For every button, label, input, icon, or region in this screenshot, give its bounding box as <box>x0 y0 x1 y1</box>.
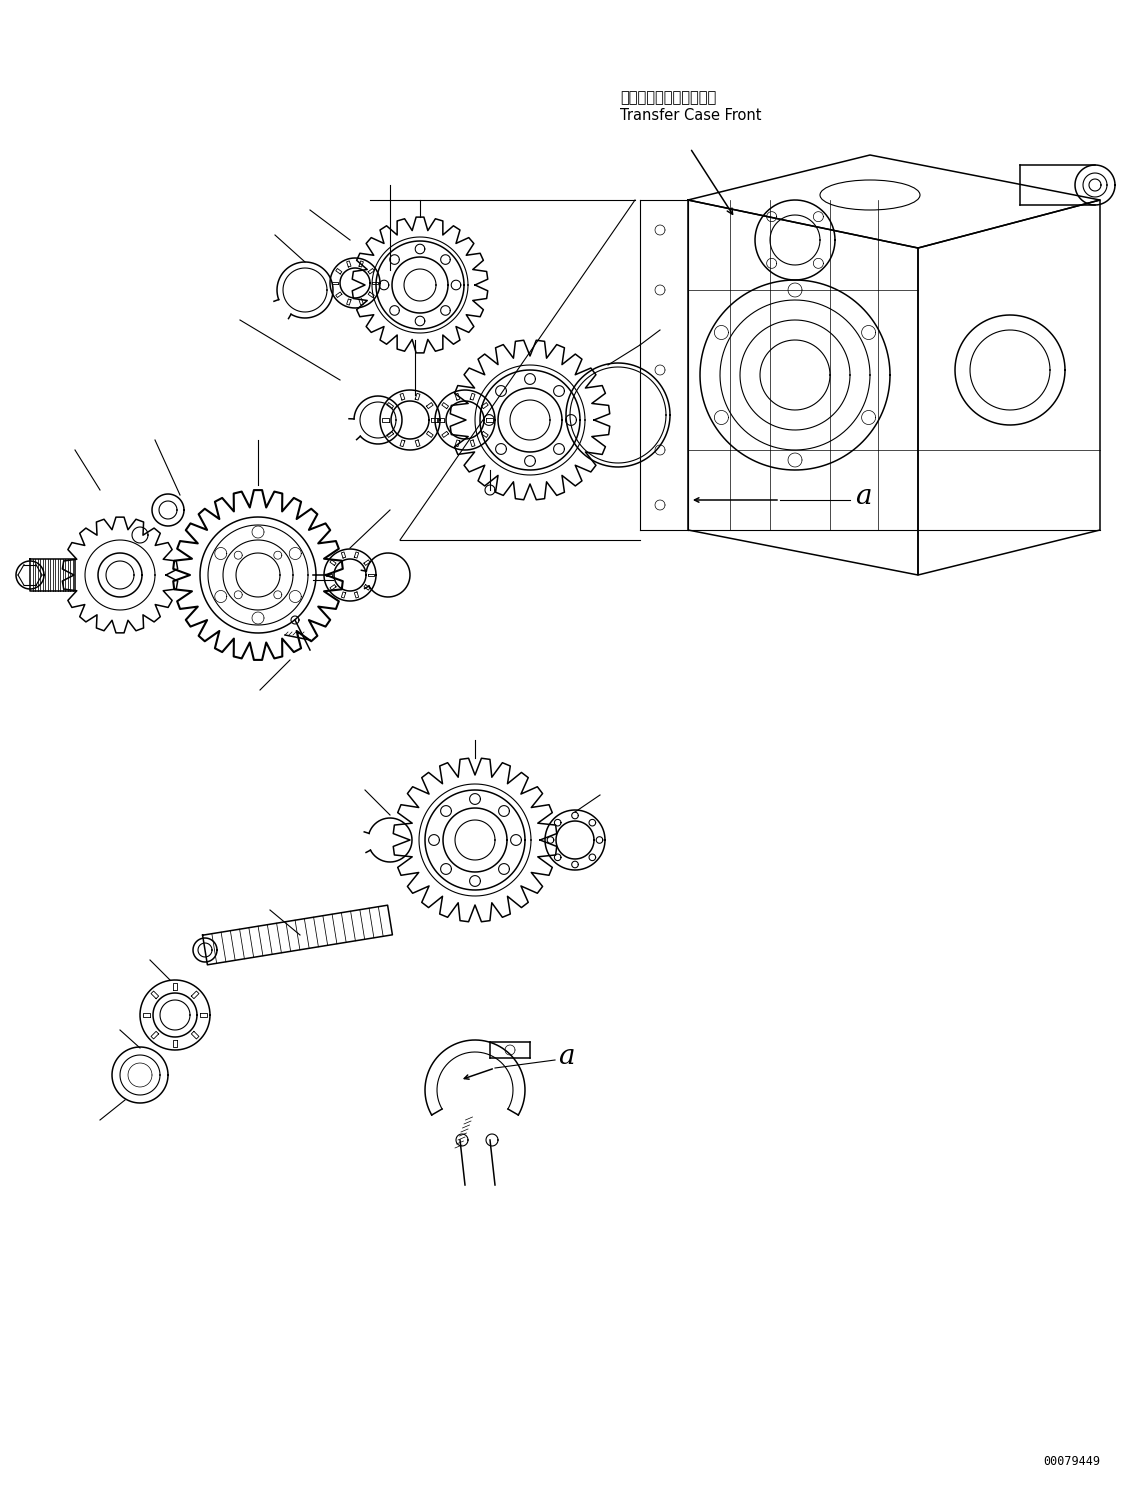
Text: Transfer Case Front: Transfer Case Front <box>620 108 762 123</box>
Text: トランスファケース前方: トランスファケース前方 <box>620 91 716 106</box>
Text: a: a <box>855 483 871 511</box>
Text: 00079449: 00079449 <box>1043 1455 1099 1468</box>
Text: a: a <box>558 1043 574 1070</box>
